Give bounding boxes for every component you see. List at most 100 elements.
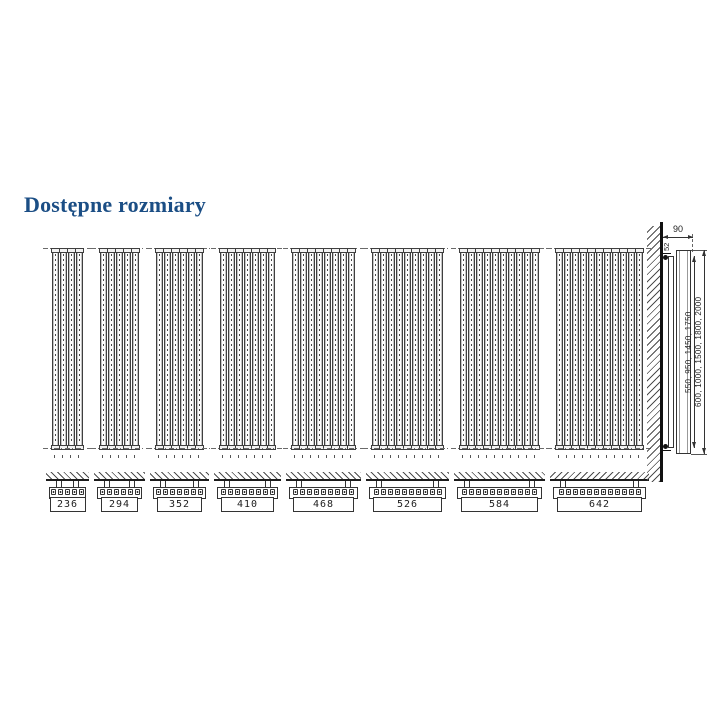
radiator-plan-body bbox=[217, 487, 278, 499]
tube bbox=[595, 248, 604, 450]
radiator-top-view: 468 bbox=[286, 472, 361, 512]
tube bbox=[123, 248, 132, 450]
tube bbox=[563, 248, 572, 450]
tube-section bbox=[408, 489, 414, 495]
tube-section bbox=[600, 489, 606, 495]
tube-section bbox=[51, 489, 56, 495]
radiator-top-view: 526 bbox=[366, 472, 449, 512]
tube bbox=[67, 248, 76, 450]
radiator-front-view bbox=[547, 246, 652, 458]
wall-hatch bbox=[454, 472, 545, 481]
tube-section bbox=[462, 489, 467, 495]
tube bbox=[403, 248, 412, 450]
tube-section bbox=[227, 489, 233, 495]
tube-section bbox=[72, 489, 77, 495]
width-dimension-box: 410 bbox=[221, 497, 274, 512]
tube bbox=[611, 248, 620, 450]
tube bbox=[331, 248, 340, 450]
tube bbox=[171, 248, 180, 450]
tube bbox=[507, 248, 516, 450]
connector bbox=[560, 481, 566, 487]
connector bbox=[104, 481, 110, 487]
wall-connectors bbox=[376, 481, 439, 487]
connector bbox=[529, 481, 535, 487]
tube-section bbox=[342, 489, 347, 495]
tube-section bbox=[134, 489, 140, 495]
tube bbox=[395, 248, 404, 450]
wall-connectors bbox=[224, 481, 271, 487]
radiator-plan-body bbox=[289, 487, 358, 499]
radiator-front-view bbox=[451, 246, 548, 458]
tube-section bbox=[415, 489, 421, 495]
tube-section bbox=[628, 489, 634, 495]
connector bbox=[296, 481, 302, 487]
width-dimension-label: 294 bbox=[108, 499, 131, 510]
tube bbox=[515, 248, 524, 450]
tube-section bbox=[234, 489, 240, 495]
mount-hook-top bbox=[663, 253, 671, 254]
tube-section bbox=[113, 489, 119, 495]
radiator-plan-body bbox=[369, 487, 446, 499]
tube-section bbox=[373, 489, 379, 495]
radiator-variant-526: 526 bbox=[363, 246, 452, 512]
radiator-variant-294: 294 bbox=[91, 246, 148, 512]
tube-section bbox=[511, 489, 516, 495]
connector bbox=[56, 481, 62, 487]
width-dimension-label: 526 bbox=[396, 499, 419, 510]
centerline-bottom bbox=[147, 448, 212, 449]
radiator-front-profile bbox=[676, 250, 691, 454]
radiator-variant-642: 642 bbox=[547, 246, 652, 512]
radiator-front-view bbox=[211, 246, 284, 458]
tube-section bbox=[497, 489, 502, 495]
tube-section bbox=[248, 489, 254, 495]
tick-row bbox=[158, 455, 201, 458]
page-title: Dostępne rozmiary bbox=[24, 192, 207, 217]
tube-section bbox=[387, 489, 393, 495]
radiator-top-view: 236 bbox=[46, 472, 89, 512]
radiator-variant-584: 584 bbox=[451, 246, 548, 512]
radiator-top-view: 352 bbox=[150, 472, 209, 512]
centerline-bottom bbox=[211, 448, 284, 449]
total-heights-label: 600, 1000, 1500, 1800, 2000 bbox=[694, 296, 703, 408]
tube bbox=[115, 248, 124, 450]
width-dimension-label: 352 bbox=[168, 499, 191, 510]
connector bbox=[73, 481, 79, 487]
total-heights-dimension-line bbox=[701, 250, 706, 454]
centerline-bottom bbox=[283, 448, 364, 449]
tube bbox=[243, 248, 252, 450]
connector bbox=[160, 481, 166, 487]
tube bbox=[187, 248, 196, 450]
tube-section bbox=[321, 489, 326, 495]
wall-connectors bbox=[464, 481, 535, 487]
width-dimension-label: 642 bbox=[588, 499, 611, 510]
tube-section bbox=[401, 489, 407, 495]
radiator-front-view bbox=[363, 246, 452, 458]
tube-section bbox=[106, 489, 112, 495]
mounting-heights-label: 550, 950, 1450, 1750 bbox=[684, 311, 693, 393]
connector bbox=[376, 481, 382, 487]
tube bbox=[131, 248, 140, 450]
tube-section bbox=[293, 489, 298, 495]
tube bbox=[387, 248, 396, 450]
tube-section bbox=[58, 489, 63, 495]
wall-offset-dimension-label: 90 bbox=[672, 224, 683, 234]
centerline-bottom bbox=[451, 448, 548, 449]
wall-hatch bbox=[150, 472, 209, 481]
width-dimension-box: 584 bbox=[461, 497, 538, 512]
mount-bracket-top bbox=[663, 255, 668, 260]
tube bbox=[587, 248, 596, 450]
tube-section bbox=[586, 489, 592, 495]
radiator-plan-body bbox=[153, 487, 206, 499]
tube-section bbox=[127, 489, 133, 495]
tube-section bbox=[241, 489, 247, 495]
tube-section bbox=[469, 489, 474, 495]
tube-section bbox=[558, 489, 564, 495]
tube-section bbox=[476, 489, 481, 495]
radiator-front-view bbox=[283, 246, 364, 458]
connector bbox=[633, 481, 639, 487]
tube-section bbox=[65, 489, 70, 495]
width-dimension-label: 236 bbox=[56, 499, 79, 510]
tube-section bbox=[525, 489, 530, 495]
tube-section bbox=[191, 489, 196, 495]
tube-row bbox=[51, 246, 84, 450]
